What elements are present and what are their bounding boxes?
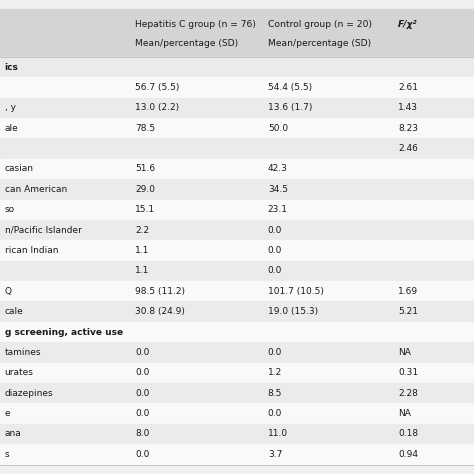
Bar bbox=[0, 444, 474, 465]
Text: 42.3: 42.3 bbox=[268, 164, 288, 173]
Bar bbox=[0, 98, 474, 118]
Text: 8.23: 8.23 bbox=[398, 124, 418, 133]
Text: 2.28: 2.28 bbox=[398, 389, 418, 398]
Text: 8.5: 8.5 bbox=[268, 389, 282, 398]
Bar bbox=[0, 342, 474, 363]
Text: 2.61: 2.61 bbox=[398, 83, 418, 92]
Text: Mean/percentage (SD): Mean/percentage (SD) bbox=[268, 39, 371, 48]
Bar bbox=[0, 57, 474, 77]
Text: 0.0: 0.0 bbox=[135, 368, 149, 377]
Text: 11.0: 11.0 bbox=[268, 429, 288, 438]
Text: rican Indian: rican Indian bbox=[5, 246, 58, 255]
Text: casian: casian bbox=[5, 164, 34, 173]
Text: 51.6: 51.6 bbox=[135, 164, 155, 173]
Bar bbox=[0, 240, 474, 261]
Text: 0.0: 0.0 bbox=[268, 348, 282, 357]
Text: ics: ics bbox=[5, 63, 18, 72]
Text: 0.0: 0.0 bbox=[135, 348, 149, 357]
Text: F/χ²: F/χ² bbox=[398, 20, 418, 29]
Text: 1.43: 1.43 bbox=[398, 103, 418, 112]
Bar bbox=[0, 403, 474, 424]
Text: 0.0: 0.0 bbox=[268, 226, 282, 235]
Bar bbox=[0, 179, 474, 200]
Text: 13.6 (1.7): 13.6 (1.7) bbox=[268, 103, 312, 112]
Text: 50.0: 50.0 bbox=[268, 124, 288, 133]
Bar bbox=[0, 9, 474, 57]
Text: g screening, active use: g screening, active use bbox=[5, 328, 123, 337]
Text: NA: NA bbox=[398, 348, 411, 357]
Text: 5.21: 5.21 bbox=[398, 307, 418, 316]
Text: 23.1: 23.1 bbox=[268, 205, 288, 214]
Bar bbox=[0, 383, 474, 403]
Text: 2.2: 2.2 bbox=[135, 226, 149, 235]
Bar bbox=[0, 281, 474, 301]
Text: 0.18: 0.18 bbox=[398, 429, 418, 438]
Text: 13.0 (2.2): 13.0 (2.2) bbox=[135, 103, 179, 112]
Text: n/Pacific Islander: n/Pacific Islander bbox=[5, 226, 82, 235]
Text: 0.0: 0.0 bbox=[135, 409, 149, 418]
Text: 8.0: 8.0 bbox=[135, 429, 149, 438]
Text: 78.5: 78.5 bbox=[135, 124, 155, 133]
Text: Mean/percentage (SD): Mean/percentage (SD) bbox=[135, 39, 238, 48]
Text: e: e bbox=[5, 409, 10, 418]
Text: 101.7 (10.5): 101.7 (10.5) bbox=[268, 287, 324, 296]
Text: can American: can American bbox=[5, 185, 67, 194]
Text: 0.0: 0.0 bbox=[268, 266, 282, 275]
Text: tamines: tamines bbox=[5, 348, 41, 357]
Text: 56.7 (5.5): 56.7 (5.5) bbox=[135, 83, 180, 92]
Bar bbox=[0, 261, 474, 281]
Bar bbox=[0, 159, 474, 179]
Text: 2.46: 2.46 bbox=[398, 144, 418, 153]
Text: Q: Q bbox=[5, 287, 12, 296]
Text: ana: ana bbox=[5, 429, 21, 438]
Text: 54.4 (5.5): 54.4 (5.5) bbox=[268, 83, 312, 92]
Bar bbox=[0, 220, 474, 240]
Text: diazepines: diazepines bbox=[5, 389, 54, 398]
Text: 0.0: 0.0 bbox=[268, 409, 282, 418]
Text: , y: , y bbox=[5, 103, 16, 112]
Text: NA: NA bbox=[398, 409, 411, 418]
Text: 0.94: 0.94 bbox=[398, 450, 418, 459]
Text: cale: cale bbox=[5, 307, 24, 316]
Text: 19.0 (15.3): 19.0 (15.3) bbox=[268, 307, 318, 316]
Text: urates: urates bbox=[5, 368, 34, 377]
Bar bbox=[0, 322, 474, 342]
Text: 34.5: 34.5 bbox=[268, 185, 288, 194]
Text: 15.1: 15.1 bbox=[135, 205, 155, 214]
Text: 98.5 (11.2): 98.5 (11.2) bbox=[135, 287, 185, 296]
Text: 1.1: 1.1 bbox=[135, 266, 149, 275]
Bar bbox=[0, 200, 474, 220]
Bar bbox=[0, 363, 474, 383]
Text: 0.31: 0.31 bbox=[398, 368, 418, 377]
Bar bbox=[0, 424, 474, 444]
Bar bbox=[0, 301, 474, 322]
Text: 1.69: 1.69 bbox=[398, 287, 418, 296]
Bar bbox=[0, 77, 474, 98]
Text: so: so bbox=[5, 205, 15, 214]
Text: 3.7: 3.7 bbox=[268, 450, 282, 459]
Text: 29.0: 29.0 bbox=[135, 185, 155, 194]
Text: 0.0: 0.0 bbox=[135, 450, 149, 459]
Text: 1.2: 1.2 bbox=[268, 368, 282, 377]
Text: 1.1: 1.1 bbox=[135, 246, 149, 255]
Bar bbox=[0, 118, 474, 138]
Text: s: s bbox=[5, 450, 9, 459]
Bar bbox=[0, 138, 474, 159]
Text: Hepatitis C group (n = 76): Hepatitis C group (n = 76) bbox=[135, 20, 256, 29]
Text: ale: ale bbox=[5, 124, 18, 133]
Text: 0.0: 0.0 bbox=[135, 389, 149, 398]
Text: Control group (n = 20): Control group (n = 20) bbox=[268, 20, 372, 29]
Text: 0.0: 0.0 bbox=[268, 246, 282, 255]
Text: 30.8 (24.9): 30.8 (24.9) bbox=[135, 307, 185, 316]
